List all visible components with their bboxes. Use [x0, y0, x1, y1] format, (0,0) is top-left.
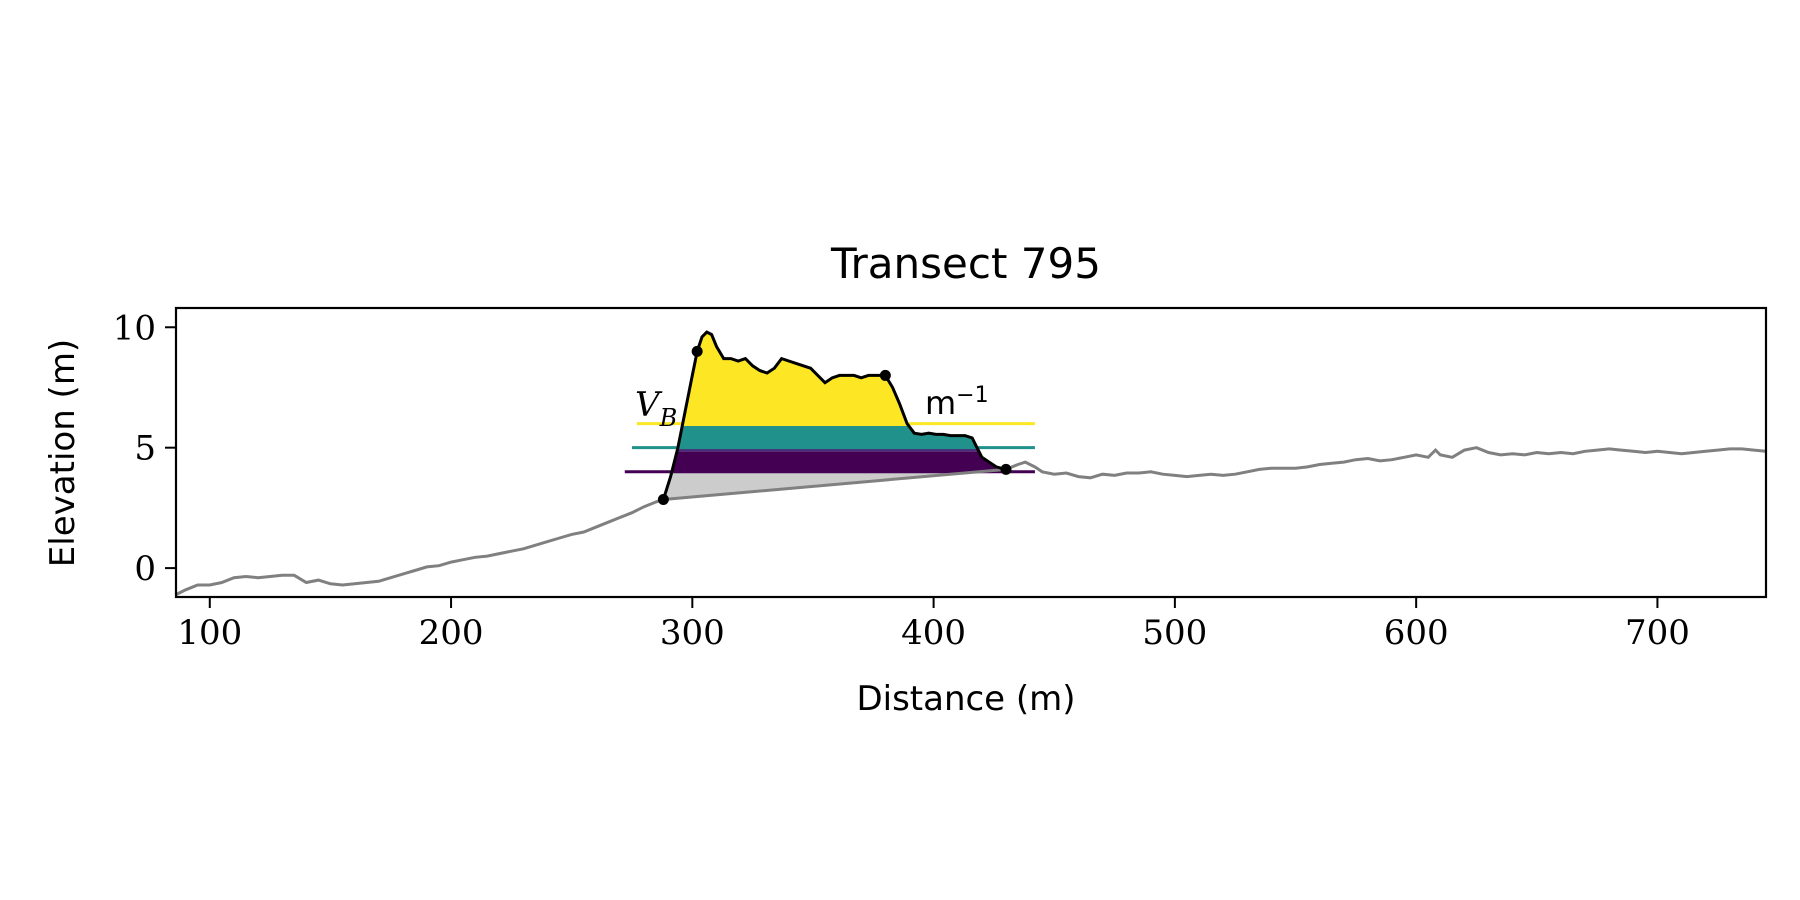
unit-annotation-base: m [925, 384, 956, 422]
unit-annotation-exponent: −1 [956, 383, 988, 408]
key-points [657, 345, 1012, 505]
volume-annotation: VB [635, 385, 677, 432]
x-tick-label-200: 200 [419, 613, 484, 653]
y-tick-label-5: 5 [134, 429, 156, 469]
key-point-1 [657, 493, 669, 505]
dune-profile-line [661, 330, 1007, 500]
volume-band-2 [663, 447, 1006, 452]
chart-title: Transect 795 [830, 239, 1101, 288]
x-tick-label-600: 600 [1384, 613, 1449, 653]
x-axis-label: Distance (m) [856, 679, 1075, 719]
x-tick-label-100: 100 [177, 613, 242, 653]
y-axis-ticks: 0 5 10 [113, 308, 176, 589]
volume-bands [663, 332, 1006, 472]
y-tick-label-0: 0 [134, 549, 156, 589]
x-tick-label-300: 300 [660, 613, 725, 653]
x-axis-ticks: 100 200 300 400 500 600 700 [177, 597, 1690, 653]
volume-annotation-subscript: B [659, 404, 678, 432]
key-point-4 [1000, 463, 1012, 475]
plot-frame [174, 306, 1768, 599]
unit-annotation: m−1 [925, 383, 989, 422]
plot-area [176, 330, 1766, 596]
x-tick-label-700: 700 [1625, 613, 1690, 653]
key-point-2 [691, 345, 703, 357]
ground-profile-line [176, 446, 1766, 596]
x-tick-label-400: 400 [901, 613, 966, 653]
key-point-3 [879, 369, 891, 381]
volume-band-1 [663, 451, 1006, 472]
y-tick-label-10: 10 [113, 308, 156, 348]
volume-annotation-symbol: V [635, 385, 663, 425]
x-tick-label-500: 500 [1142, 613, 1207, 653]
y-axis-label: Elevation (m) [43, 339, 83, 567]
